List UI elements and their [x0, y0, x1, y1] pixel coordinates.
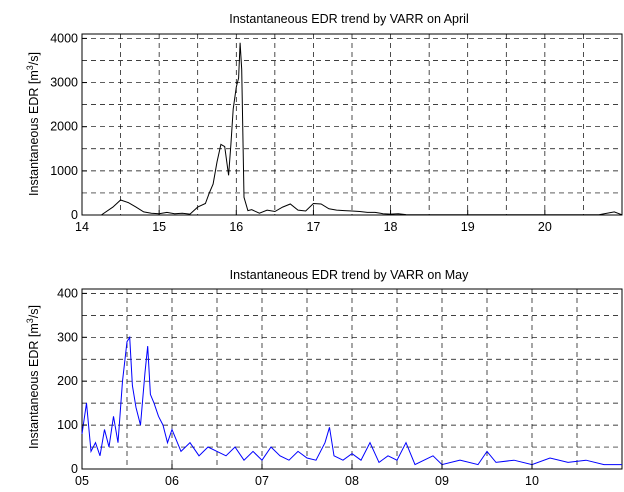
april-x-tick-label: 14	[75, 220, 89, 234]
april-x-tick-label: 20	[538, 220, 552, 234]
april-x-tick-label: 19	[461, 220, 475, 234]
may-chart: Instantaneous EDR trend by VARR on May I…	[25, 268, 623, 488]
may-chart-title: Instantaneous EDR trend by VARR on May	[230, 268, 470, 282]
may-y-tick-label: 300	[57, 330, 78, 344]
april-y-tick-label: 4000	[50, 31, 78, 45]
april-x-tick-label: 18	[384, 220, 398, 234]
april-y-tick-label: 2000	[50, 120, 78, 134]
april-y-tick-label: 0	[71, 208, 78, 222]
april-x-tick-label: 17	[306, 220, 320, 234]
april-y-axis-label: Instantaneous EDR [m3/s]	[25, 52, 41, 196]
may-y-tick-label: 0	[71, 462, 78, 476]
may-y-axis-label: Instantaneous EDR [m3/s]	[25, 305, 41, 449]
may-y-tick-label: 100	[57, 418, 78, 432]
may-series-line	[81, 335, 622, 466]
april-x-tick-label: 15	[152, 220, 166, 234]
may-y-tick-label: 200	[57, 374, 78, 388]
may-x-tick-label: 08	[345, 474, 359, 488]
may-x-tick-label: 07	[255, 474, 269, 488]
may-x-tick-label: 10	[525, 474, 539, 488]
april-series-line	[101, 42, 623, 216]
may-y-tick-label: 400	[57, 286, 78, 300]
april-x-tick-label: 16	[229, 220, 243, 234]
april-y-tick-label: 1000	[50, 164, 78, 178]
april-plot-area: 14 15 16 17 18 19 20 0 1000 2000 3000 4000	[50, 31, 623, 234]
may-x-tick-label: 05	[75, 474, 89, 488]
may-x-tick-label: 06	[165, 474, 179, 488]
april-y-tick-label: 3000	[50, 76, 78, 90]
april-chart: Instantaneous EDR trend by VARR on April…	[25, 12, 623, 234]
april-chart-title: Instantaneous EDR trend by VARR on April	[229, 12, 468, 26]
may-x-tick-label: 09	[435, 474, 449, 488]
